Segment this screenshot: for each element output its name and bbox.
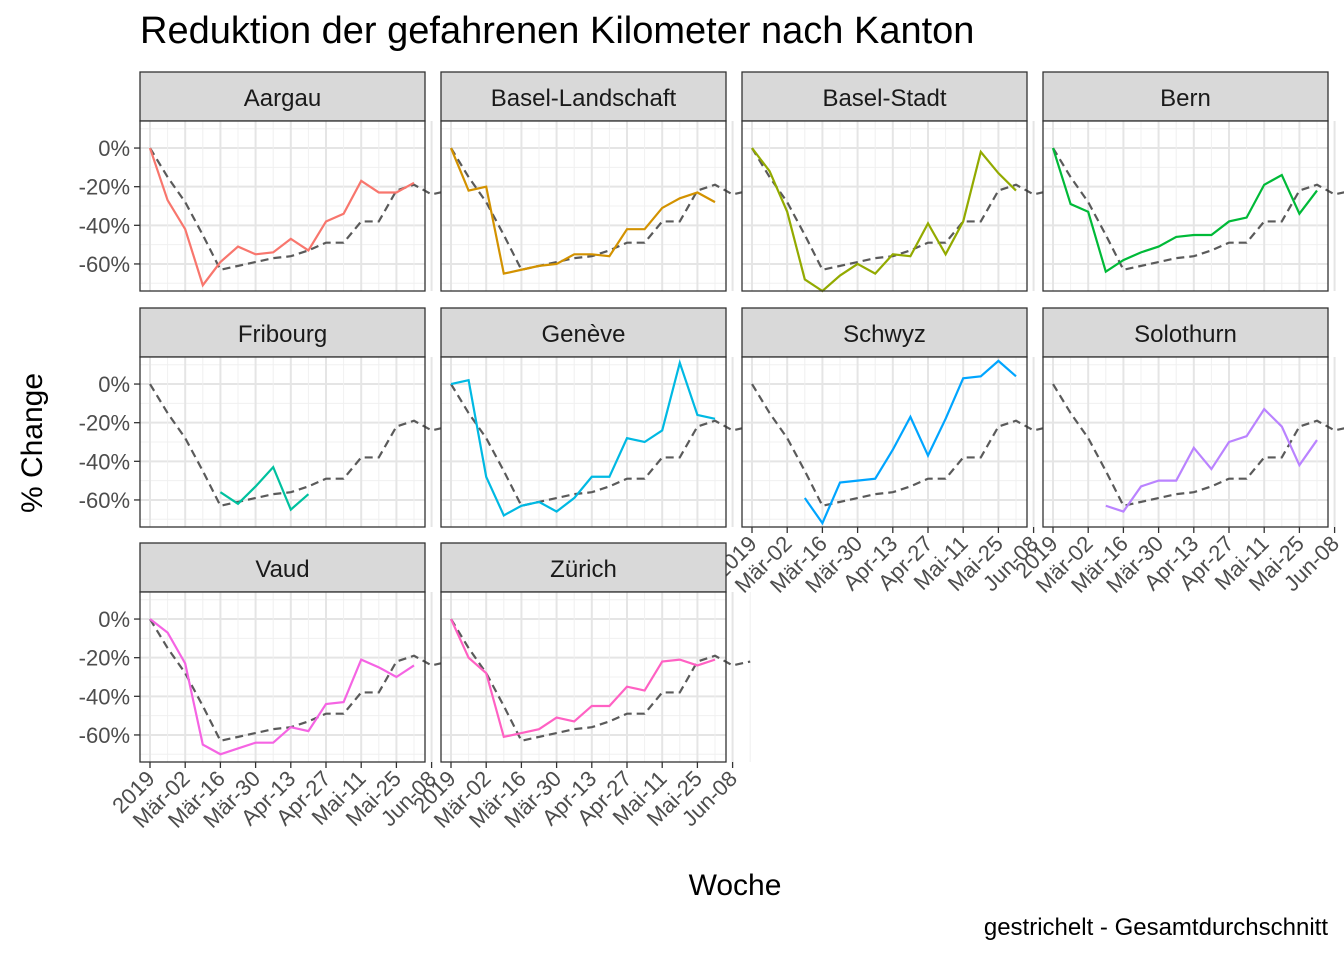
facet-label-bern: Bern <box>1160 85 1211 112</box>
facet-strip-vaud <box>139 542 426 593</box>
panel-border-vaud <box>139 591 426 763</box>
chart-caption: gestrichelt - Gesamtdurchschnitt <box>983 914 1328 941</box>
panel-border-basel-landschaft <box>440 120 727 292</box>
average-line-solothurn <box>1052 383 1344 508</box>
y-tick-label: 0% <box>98 136 130 161</box>
chart-title: Reduktion der gefahrenen Kilometer nach … <box>140 10 975 52</box>
facet-label-solothurn: Solothurn <box>1134 321 1237 348</box>
y-axis-title: % Change <box>16 373 49 513</box>
average-line-bern <box>1052 147 1344 272</box>
panel-border-fribourg <box>139 356 426 528</box>
y-tick-label: -40% <box>79 213 130 238</box>
y-tick-label: -20% <box>79 646 130 671</box>
panel-border-solothurn <box>1042 356 1329 528</box>
series-line-bern <box>1051 147 1318 274</box>
panel-border-basel-stadt <box>741 120 1028 292</box>
series-line-geneve <box>450 358 716 517</box>
facet-label-aargau: Aargau <box>244 85 321 112</box>
facet-label-geneve: Genève <box>541 321 625 348</box>
average-line-aargau <box>149 147 450 272</box>
average-line-fribourg <box>149 383 450 508</box>
average-line-zuerich <box>450 618 751 743</box>
y-tick-label: -20% <box>79 175 130 200</box>
y-tick-label: -60% <box>79 488 130 513</box>
series-line-schwyz <box>803 359 1017 526</box>
panel-border-bern <box>1042 120 1329 292</box>
facet-label-fribourg: Fribourg <box>238 321 327 348</box>
average-line-schwyz <box>751 383 1052 508</box>
series-line-basel-landschaft <box>449 147 716 275</box>
panel-border-geneve <box>440 356 727 528</box>
average-line-basel-landschaft <box>450 147 751 272</box>
series-line-basel-stadt <box>751 147 1017 293</box>
panel-border-schwyz <box>741 356 1028 528</box>
facet-strip-bern <box>1042 71 1329 122</box>
series-line-solothurn <box>1105 407 1318 513</box>
series-line-zuerich <box>449 618 716 739</box>
facet-strip-aargau <box>139 71 426 122</box>
y-tick-label: 0% <box>98 372 130 397</box>
y-tick-label: 0% <box>98 607 130 632</box>
y-tick-label: -40% <box>79 449 130 474</box>
facet-label-zuerich: Zürich <box>550 556 617 583</box>
series-line-aargau <box>148 147 415 288</box>
panel-border-aargau <box>139 120 426 292</box>
facet-strip-basel-landschaft <box>440 71 727 122</box>
facet-label-vaud: Vaud <box>255 556 309 583</box>
series-line-fribourg <box>219 465 310 512</box>
y-tick-label: -40% <box>79 684 130 709</box>
facet-label-basel-landschaft: Basel-Landschaft <box>491 85 677 112</box>
facet-strip-zuerich <box>440 542 727 593</box>
series-line-vaud <box>149 618 415 756</box>
facet-label-schwyz: Schwyz <box>843 321 926 348</box>
facet-strip-schwyz <box>741 307 1028 358</box>
average-line-vaud <box>149 618 450 743</box>
facet-strip-solothurn <box>1042 307 1329 358</box>
average-line-basel-stadt <box>751 147 1052 272</box>
y-tick-label: -20% <box>79 411 130 436</box>
y-tick-label: -60% <box>79 252 130 277</box>
average-line-geneve <box>450 383 751 508</box>
y-tick-label: -60% <box>79 723 130 748</box>
facet-strip-basel-stadt <box>741 71 1028 122</box>
panel-border-zuerich <box>440 591 727 763</box>
x-axis-title: Woche <box>689 869 782 902</box>
facet-label-basel-stadt: Basel-Stadt <box>822 85 946 112</box>
